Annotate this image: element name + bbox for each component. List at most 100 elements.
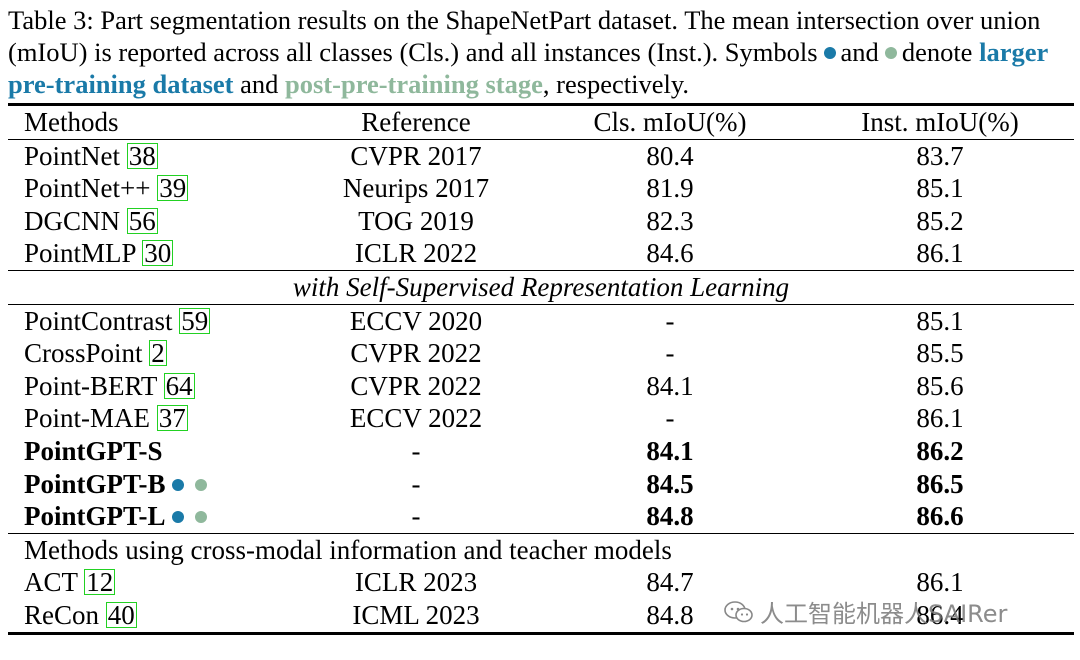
method-name: PointNet++ (24, 173, 151, 204)
method-name: Point-BERT (24, 370, 157, 401)
inst-miou-cell: 86.6 (916, 501, 964, 532)
cls-miou-cell: - (665, 305, 675, 336)
citation-link[interactable]: 30 (142, 238, 174, 269)
group-self-supervised: PointContrast 59 ECCV 2020 - 85.1 CrossPoint… (8, 305, 1074, 435)
inst-miou-cell: 86.1 (916, 567, 964, 598)
cls-miou-cell: 84.8 (646, 599, 694, 630)
cls-miou-cell: 84.6 (646, 238, 694, 269)
method-name: PointGPT-B (24, 468, 166, 499)
section-title-crossmodal: Methods using cross-modal information an… (24, 534, 672, 565)
method-cell: DGCNN 56 (24, 205, 158, 238)
inst-miou-cell: 85.1 (916, 305, 964, 336)
method-name: ACT (24, 567, 78, 598)
blue-dot-icon (171, 511, 184, 524)
caption-green-phrase: post-pre-training stage (285, 69, 543, 99)
method-name: PointContrast (24, 305, 173, 336)
group-pointgpt: PointGPT-S -84.1 86.2 PointGPT-B -84.5 86.5 Po… (8, 435, 1074, 533)
section-title-ssl: with Self-Supervised Representation Lear… (292, 271, 790, 302)
citation-link[interactable]: 56 (126, 205, 158, 236)
citation-link[interactable]: 2 (149, 338, 167, 369)
method-cell: CrossPoint 2 (24, 337, 167, 370)
cls-miou-cell: 84.1 (646, 370, 694, 401)
header-inst: Inst. mIoU(%) (861, 107, 1019, 137)
method-name: PointGPT-L (24, 501, 166, 532)
table-row: PointMLP 30 ICLR 2022 84.6 86.1 (8, 237, 1074, 270)
cls-miou-cell: 82.3 (646, 205, 694, 236)
cls-miou-cell: - (665, 403, 675, 434)
inst-miou-cell: 85.6 (916, 370, 964, 401)
section-rule (8, 532, 1074, 534)
cls-miou-cell: 80.4 (646, 140, 694, 171)
header-reference: Reference (361, 107, 471, 137)
table-row: PointNet 38 CVPR 2017 80.4 83.7 (8, 140, 1074, 173)
reference-cell: ICLR 2022 (354, 238, 478, 269)
inst-miou-cell: 86.1 (916, 238, 964, 269)
inst-miou-cell: 86.1 (916, 403, 964, 434)
blue-dot-icon (823, 47, 836, 59)
cls-miou-cell: 81.9 (646, 173, 694, 204)
inst-miou-cell: 85.2 (916, 205, 964, 236)
header-methods: Methods (24, 107, 119, 137)
method-name: Point-MAE (24, 403, 151, 434)
reference-cell: ECCV 2020 (349, 305, 483, 336)
section-title-row: with Self-Supervised Representation Lear… (8, 271, 1074, 304)
reference-cell: CVPR 2017 (350, 140, 482, 171)
method-cell: PointNet++ 39 (24, 172, 189, 205)
table-row: ACT 12 ICLR 2023 84.7 86.1 (8, 566, 1074, 599)
inst-miou-cell: 85.1 (916, 173, 964, 204)
table-row: Point-BERT 64 CVPR 2022 84.1 85.6 (8, 370, 1074, 403)
citation-link[interactable]: 40 (105, 599, 137, 630)
results-table: Methods Reference Cls. mIoU(%) Inst. mIo… (8, 103, 1074, 635)
method-cell: PointGPT-S (24, 435, 163, 468)
citation-link[interactable]: 39 (157, 173, 189, 204)
watermark-text: 人工智能机器人SAIRer (760, 600, 1008, 628)
table-caption: Table 3: Part segmentation results on th… (8, 4, 1074, 100)
table-row: ReCon 40 ICML 2023 84.8 86.4 (8, 599, 1074, 632)
method-cell: PointContrast 59 (24, 305, 211, 338)
inst-miou-cell: 86.4 (916, 599, 964, 630)
inst-miou-cell: 86.5 (916, 468, 964, 499)
reference-cell: - (411, 501, 421, 532)
header-rule (8, 138, 1074, 140)
bottom-rule (8, 631, 1074, 635)
blue-dot-icon (171, 478, 184, 491)
caption-denote: denote (901, 37, 973, 67)
top-rule (8, 103, 1074, 106)
caption-and: and (840, 37, 879, 67)
caption-and-2: and (240, 69, 279, 99)
citation-link[interactable]: 38 (126, 140, 158, 171)
method-name: PointNet (24, 140, 121, 171)
citation-link[interactable]: 37 (156, 403, 188, 434)
cls-miou-cell: - (665, 338, 675, 369)
table-row: PointContrast 59 ECCV 2020 - 85.1 (8, 305, 1074, 338)
caption-text: Table 3: Part segmentation results on th… (8, 5, 1041, 67)
method-name: PointMLP (24, 238, 136, 269)
reference-cell: ECCV 2022 (349, 403, 483, 434)
caption-tail: , respectively. (542, 69, 690, 99)
cls-miou-cell: 84.5 (646, 468, 694, 499)
method-cell: PointGPT-L (24, 500, 212, 533)
cls-miou-cell: 84.8 (646, 501, 694, 532)
inst-miou-cell: 83.7 (916, 140, 964, 171)
citation-link[interactable]: 12 (84, 567, 116, 598)
cls-miou-cell: 84.7 (646, 567, 694, 598)
citation-link[interactable]: 64 (163, 370, 195, 401)
reference-cell: ICML 2023 (352, 599, 480, 630)
group-supervised: PointNet 38 CVPR 2017 80.4 83.7 PointNet++ 3… (8, 140, 1074, 270)
table-row: CrossPoint 2 CVPR 2022 - 85.5 (8, 337, 1074, 370)
method-cell: ACT 12 (24, 566, 116, 599)
watermark: 人工智能机器人SAIRer (724, 594, 1007, 629)
table-row: PointNet++ 39 Neurips 2017 81.9 85.1 (8, 172, 1074, 205)
method-cell: ReCon 40 (24, 599, 137, 632)
cls-miou-cell: 84.1 (646, 435, 694, 466)
reference-cell: - (411, 468, 421, 499)
method-cell: Point-BERT 64 (24, 370, 195, 403)
citation-link[interactable]: 59 (179, 305, 211, 336)
reference-cell: CVPR 2022 (350, 338, 482, 369)
green-dot-icon (194, 511, 207, 524)
method-cell: PointGPT-B (24, 468, 212, 501)
green-dot-icon (194, 478, 207, 491)
section-rule (8, 269, 1074, 271)
reference-cell: Neurips 2017 (342, 173, 490, 204)
table-row: PointGPT-B - 84.5 86.5 (8, 468, 1074, 501)
